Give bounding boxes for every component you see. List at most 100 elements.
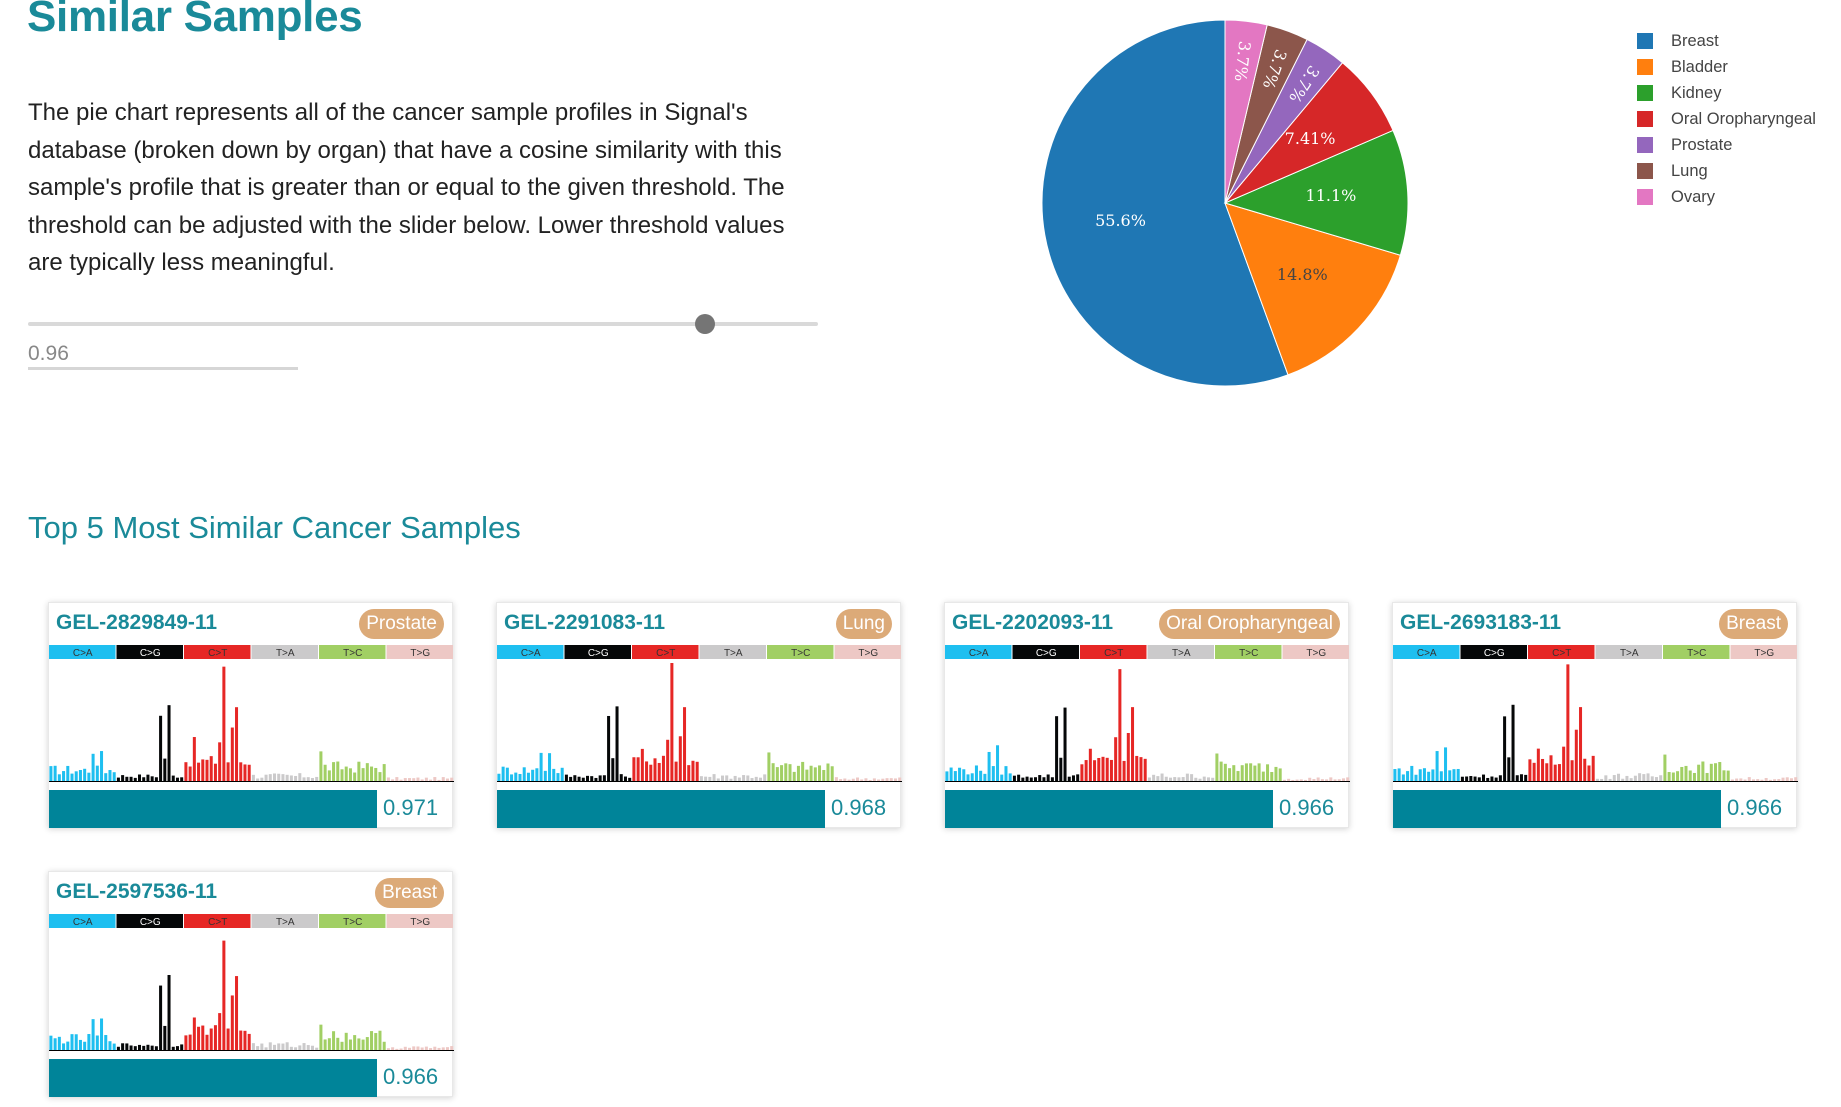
- similarity-bar: [49, 790, 378, 828]
- signature-bar: [987, 751, 991, 781]
- similarity-value: 0.966: [1279, 795, 1335, 820]
- signature-bar: [1718, 762, 1722, 781]
- legend-item[interactable]: Ovary: [1637, 184, 1816, 210]
- sample-card[interactable]: GEL-2291083-11 Lung C>A C>G C>T T>A T>C T>G 0.96…: [496, 602, 902, 828]
- signature-bar: [1629, 778, 1633, 781]
- signature-bar: [277, 1043, 281, 1050]
- signature-bar: [319, 751, 323, 781]
- signature-bar: [1266, 764, 1270, 781]
- signature-bar: [1557, 764, 1561, 781]
- signature-bar: [962, 769, 966, 781]
- signature-bar: [357, 761, 361, 781]
- signature-bar: [306, 777, 310, 781]
- signature-bar: [1097, 757, 1101, 781]
- signature-bar: [1185, 773, 1189, 781]
- signature-bar: [53, 1038, 57, 1050]
- signature-bar: [116, 1046, 120, 1050]
- signature-category-header: [184, 914, 251, 928]
- slider-thumb[interactable]: [695, 314, 716, 334]
- signature-bar: [1654, 777, 1658, 781]
- signature-bar: [188, 1034, 192, 1050]
- signature-bar: [602, 775, 606, 781]
- signature-bar: [1515, 775, 1519, 781]
- signature-bar: [953, 771, 957, 781]
- signature-bar: [91, 1019, 95, 1050]
- signature-bar: [1612, 775, 1616, 781]
- signature-bar: [370, 766, 374, 781]
- signature-bar: [1143, 758, 1147, 781]
- signature-category-label: C>T: [1104, 648, 1123, 659]
- signature-bar: [898, 777, 902, 781]
- pie-slice-breast[interactable]: [1041, 19, 1289, 387]
- legend-item[interactable]: Lung: [1637, 158, 1816, 184]
- sample-id[interactable]: GEL-2597536-11: [56, 880, 218, 903]
- signature-bar: [1219, 761, 1223, 781]
- pie-slice-label: 3.7%: [1231, 40, 1255, 83]
- signature-bar: [1676, 771, 1680, 781]
- signature-bar: [979, 770, 983, 781]
- threshold-input[interactable]: 0.96: [28, 340, 298, 370]
- signature-bar: [1659, 775, 1663, 781]
- signature-bar: [450, 1046, 454, 1050]
- signature-bar: [1202, 776, 1206, 781]
- signature-bar: [569, 776, 573, 781]
- top-samples-title: Top 5 Most Similar Cancer Samples: [28, 510, 521, 545]
- signature-bar: [1168, 777, 1173, 781]
- signature-bar: [881, 778, 885, 781]
- signature-bar: [70, 1034, 74, 1050]
- sample-card[interactable]: GEL-2829849-11 Prostate C>A C>G C>T T>A T>C T>G…: [48, 602, 454, 828]
- threshold-slider[interactable]: [28, 312, 818, 336]
- signature-bar: [763, 774, 767, 781]
- signature-bar: [146, 774, 150, 781]
- sample-id[interactable]: GEL-2693183-11: [1400, 611, 1562, 634]
- signature-bar: [1549, 755, 1553, 781]
- pie-slice-kidney[interactable]: [1223, 129, 1409, 256]
- signature-bar: [332, 762, 336, 781]
- signature-bar: [510, 774, 514, 781]
- signature-bar: [416, 777, 420, 781]
- signature-bar: [1511, 704, 1515, 781]
- signature-category-label: T>C: [1239, 648, 1258, 659]
- signature-bar: [860, 779, 864, 781]
- signature-bar: [53, 765, 57, 781]
- signature-bar: [154, 1046, 158, 1050]
- signature-bar: [142, 777, 146, 781]
- legend-item[interactable]: Prostate: [1637, 132, 1816, 158]
- sample-card[interactable]: GEL-2693183-11 Breast C>A C>G C>T T>A T>C T>G 0.…: [1392, 602, 1798, 828]
- sample-id[interactable]: GEL-2829849-11: [56, 611, 218, 634]
- signature-bar: [1600, 778, 1604, 781]
- legend-item[interactable]: Oral Oropharyngeal: [1637, 106, 1816, 132]
- signature-bar: [137, 1044, 142, 1050]
- pie-slice-bladder[interactable]: [1224, 202, 1402, 376]
- signature-bar: [522, 767, 526, 781]
- signature-bar: [1156, 776, 1160, 781]
- signature-bar: [230, 727, 234, 781]
- signature-bar: [57, 1036, 61, 1050]
- legend-item[interactable]: Breast: [1637, 28, 1816, 54]
- sample-id[interactable]: GEL-2202093-11: [952, 611, 1114, 634]
- signature-bar: [670, 663, 674, 781]
- signature-bar: [391, 1047, 395, 1050]
- signature-bar: [729, 778, 733, 781]
- signature-category-header: [564, 645, 631, 659]
- signature-bar: [1401, 774, 1405, 781]
- sample-card[interactable]: GEL-2597536-11 Breast C>A C>G C>T T>A T>C T>G 0.…: [48, 871, 454, 1097]
- signature-bar: [1701, 761, 1705, 781]
- pie-slice-label: 11.1%: [1306, 186, 1357, 205]
- signature-bar: [970, 773, 974, 781]
- slider-track[interactable]: [28, 322, 818, 326]
- legend-item[interactable]: Bladder: [1637, 54, 1816, 80]
- signature-bar: [1114, 737, 1118, 781]
- organ-badge: Oral Oropharyngeal: [1159, 609, 1340, 639]
- signature-bar: [725, 775, 729, 781]
- signature-bar: [294, 775, 298, 781]
- sample-id[interactable]: GEL-2291083-11: [504, 611, 666, 634]
- signature-bar: [133, 777, 137, 781]
- pie-slice-ovary[interactable]: [1224, 19, 1268, 204]
- signature-bar: [235, 707, 239, 781]
- sample-card[interactable]: GEL-2202093-11 Oral Oropharyngeal C>A C>G C>…: [944, 602, 1350, 828]
- signature-bar: [230, 995, 234, 1050]
- signature-bar: [298, 1045, 302, 1050]
- signature-bar: [171, 1046, 175, 1050]
- legend-item[interactable]: Kidney: [1637, 80, 1816, 106]
